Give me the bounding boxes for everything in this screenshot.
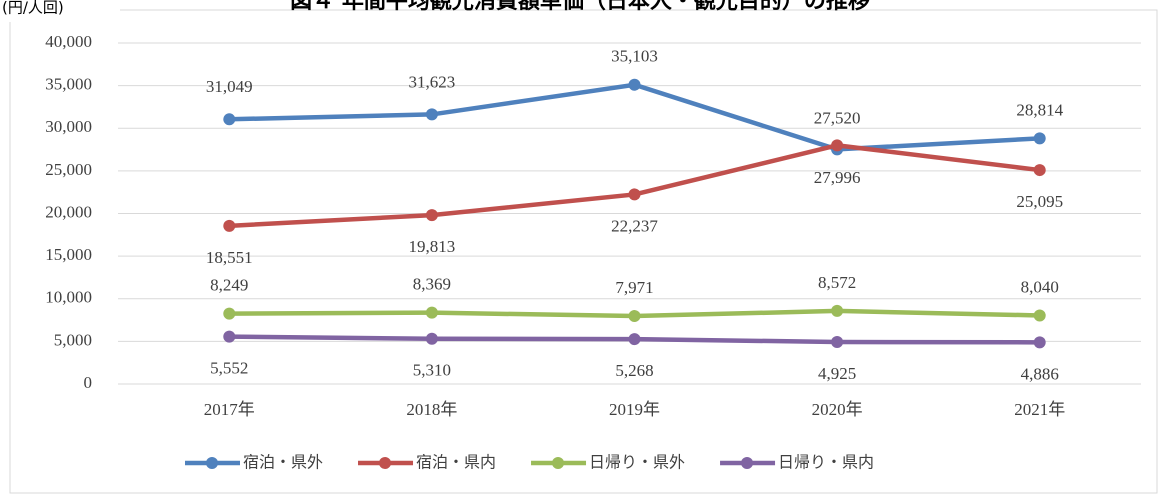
marker xyxy=(223,330,236,343)
marker xyxy=(628,310,641,323)
legend-marker xyxy=(741,457,754,469)
line-series xyxy=(229,82,1040,152)
data-label: 35,103 xyxy=(611,47,658,66)
marker xyxy=(628,333,641,346)
x-tick-label: 2018年 xyxy=(406,400,457,419)
data-label: 4,886 xyxy=(1021,364,1059,383)
data-label: 19,813 xyxy=(409,237,456,256)
y-tick-label: 10,000 xyxy=(45,288,92,307)
data-label: 22,237 xyxy=(611,216,658,235)
marker xyxy=(831,139,844,152)
x-tick-label: 2017年 xyxy=(204,400,255,419)
y-tick-label: 0 xyxy=(84,373,93,392)
y-tick-label: 5,000 xyxy=(54,330,92,349)
y-tick-label: 40,000 xyxy=(45,32,92,51)
marker xyxy=(223,219,236,232)
marker xyxy=(425,306,438,319)
marker xyxy=(1033,164,1046,177)
data-label: 27,520 xyxy=(814,108,861,127)
data-label: 31,049 xyxy=(206,77,253,96)
legend-marker xyxy=(206,457,218,469)
marker xyxy=(831,304,844,317)
legend-label: 宿泊・県外 xyxy=(243,453,323,472)
marker xyxy=(425,209,438,222)
marker xyxy=(1033,336,1046,349)
x-tick-label: 2019年 xyxy=(609,400,660,419)
data-label: 8,369 xyxy=(413,275,451,294)
data-label: 8,572 xyxy=(818,273,856,292)
marker xyxy=(223,307,236,320)
y-tick-label: 15,000 xyxy=(45,245,92,264)
marker xyxy=(1033,309,1046,322)
y-tick-label: 30,000 xyxy=(45,117,92,136)
data-label: 5,552 xyxy=(210,359,248,378)
legend-label: 日帰り・県外 xyxy=(589,453,685,472)
legend-marker xyxy=(379,457,392,469)
data-label: 7,971 xyxy=(615,278,653,297)
data-label: 27,996 xyxy=(814,168,861,187)
data-label: 31,623 xyxy=(409,72,456,91)
chart-title: 図４ 年間平均観光消費額単価（日本人・観光目的）の推移 xyxy=(290,0,870,14)
y-axis-unit: (円/人回) xyxy=(2,0,64,17)
y-tick-label: 20,000 xyxy=(45,202,92,221)
marker xyxy=(628,78,641,91)
marker xyxy=(425,332,438,345)
marker xyxy=(223,113,236,126)
data-label: 8,040 xyxy=(1021,277,1059,296)
data-label: 18,551 xyxy=(206,248,253,267)
chart-frame xyxy=(9,9,1158,494)
marker xyxy=(1033,132,1046,145)
data-label: 25,095 xyxy=(1016,192,1063,211)
data-label: 5,310 xyxy=(413,361,451,380)
marker xyxy=(425,108,438,121)
unit-bg xyxy=(0,0,120,22)
legend-marker xyxy=(552,457,565,469)
x-tick-label: 2021年 xyxy=(1014,400,1065,419)
data-label: 4,925 xyxy=(818,364,856,383)
data-label: 28,814 xyxy=(1016,100,1063,119)
data-label: 8,249 xyxy=(210,276,248,295)
marker xyxy=(831,336,844,349)
legend-label: 宿泊・県内 xyxy=(416,453,496,472)
data-label: 5,268 xyxy=(615,361,653,380)
y-tick-label: 25,000 xyxy=(45,160,92,179)
y-tick-label: 35,000 xyxy=(45,75,92,94)
marker xyxy=(628,188,641,201)
legend-label: 日帰り・県内 xyxy=(778,453,874,472)
x-tick-label: 2020年 xyxy=(812,400,863,419)
